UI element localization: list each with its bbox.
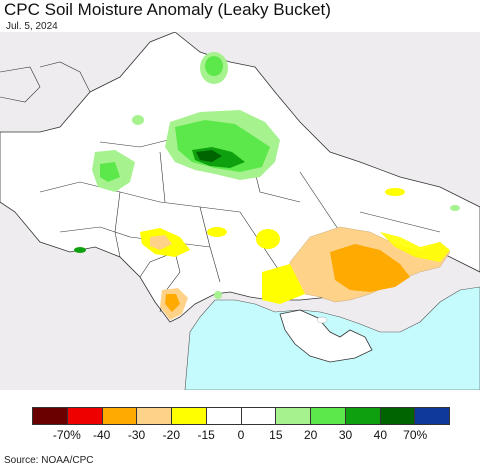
legend-swatch: [311, 408, 346, 424]
legend-label: -20: [162, 428, 180, 442]
legend-label: -15: [197, 428, 215, 442]
legend-label: 15: [269, 428, 283, 442]
legend-swatch: [206, 408, 242, 424]
yellow-spot-1: [256, 229, 280, 249]
wet-spot-south: [214, 291, 222, 299]
crimea-spot: [316, 316, 328, 324]
wet-spot-southwest: [74, 247, 86, 253]
legend-label: 70%: [403, 428, 428, 442]
wet-region-west-core: [100, 162, 120, 182]
wet-region-core: [196, 150, 222, 162]
dry-region-dark: [330, 244, 410, 292]
legend-bar: [32, 407, 450, 425]
legend-swatch: [380, 408, 416, 424]
legend-labels: -70% -40 -30 -20 -15 0 15 20 30 40 70%: [32, 428, 450, 442]
wet-spot-north-core: [205, 56, 223, 76]
yellow-spot-3: [385, 188, 405, 196]
legend-swatch: [276, 408, 311, 424]
source-note: Source: NOAA/CPC: [4, 455, 94, 466]
legend-label: 20: [303, 428, 318, 442]
legend-label: 0: [237, 428, 245, 442]
tan-west: [150, 235, 172, 250]
yellow-spot-2: [207, 227, 227, 237]
soil-moisture-map: [0, 32, 480, 390]
map-date: Jul. 5, 2024: [6, 21, 58, 32]
wet-spot-northwest: [132, 115, 144, 125]
legend-swatch: [241, 408, 277, 424]
legend-label: -70%: [52, 428, 81, 442]
legend-label: 40: [373, 428, 388, 442]
legend-swatch: [345, 408, 381, 424]
wet-spot-east: [450, 205, 460, 211]
legend-swatch: [67, 408, 103, 424]
legend-swatch: [137, 408, 172, 424]
map-title: CPC Soil Moisture Anomaly (Leaky Bucket): [4, 0, 331, 19]
legend-swatch: [102, 408, 138, 424]
legend-label: -30: [127, 428, 146, 442]
legend-label: 30: [338, 428, 353, 442]
legend-label: -40: [92, 428, 111, 442]
legend-swatch: [172, 408, 207, 424]
yellow-east: [380, 232, 450, 262]
yellow-south: [262, 264, 305, 304]
legend-swatch: [415, 408, 449, 424]
legend-swatch: [33, 408, 68, 424]
orange-moldova-core: [165, 294, 180, 312]
